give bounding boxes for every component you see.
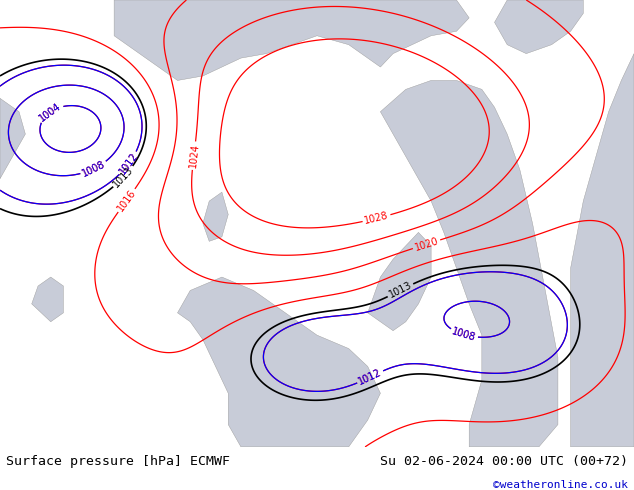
Text: 1013: 1013 xyxy=(112,165,136,189)
Text: 1016: 1016 xyxy=(115,188,138,213)
Text: Surface pressure [hPa] ECMWF: Surface pressure [hPa] ECMWF xyxy=(6,456,230,468)
Text: 1028: 1028 xyxy=(363,211,390,226)
Text: 1008: 1008 xyxy=(81,159,107,178)
Text: 1012: 1012 xyxy=(357,368,384,387)
Text: Su 02-06-2024 00:00 UTC (00+72): Su 02-06-2024 00:00 UTC (00+72) xyxy=(380,456,628,468)
Text: 1012: 1012 xyxy=(357,368,384,387)
Text: ©weatheronline.co.uk: ©weatheronline.co.uk xyxy=(493,480,628,490)
Text: 1008: 1008 xyxy=(451,326,477,343)
Text: 1013: 1013 xyxy=(387,280,413,300)
Text: 1024: 1024 xyxy=(188,143,200,169)
Text: 1012: 1012 xyxy=(117,151,140,176)
Text: 1020: 1020 xyxy=(413,236,440,253)
Text: 1008: 1008 xyxy=(451,326,477,343)
Text: 1012: 1012 xyxy=(117,151,140,176)
Text: 1008: 1008 xyxy=(81,159,107,178)
Text: 1004: 1004 xyxy=(37,101,63,123)
Text: 1004: 1004 xyxy=(37,101,63,123)
